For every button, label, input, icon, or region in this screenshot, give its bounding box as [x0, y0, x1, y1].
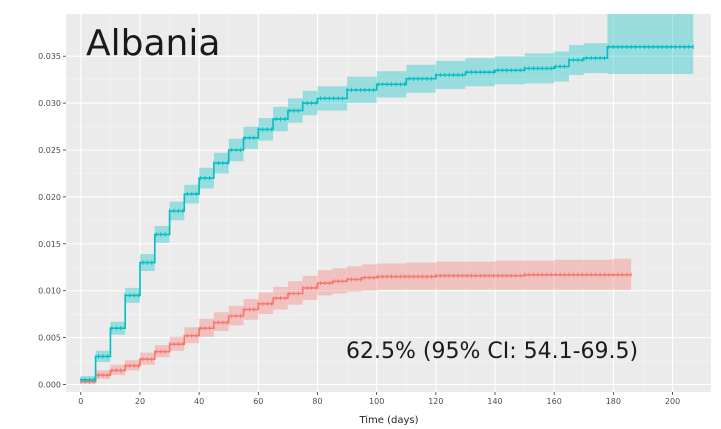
- axis-ticks: 0 20 40 60 80 100 120 140 160 180 200 0.000 0.005 0.0…: [38, 52, 680, 406]
- y-tick-label: 0.030: [38, 99, 61, 108]
- x-tick-label: 60: [253, 397, 263, 406]
- censor-marks: [80, 44, 694, 384]
- y-tick-label: 0.035: [38, 52, 61, 61]
- x-tick-label: 80: [312, 397, 322, 406]
- x-tick-label: 40: [194, 397, 204, 406]
- x-axis-title: Time (days): [358, 415, 418, 426]
- x-tick-label: 200: [665, 397, 680, 406]
- grid-lines: [66, 14, 711, 392]
- x-tick-label: 160: [547, 397, 562, 406]
- x-tick-label: 100: [369, 397, 384, 406]
- confidence-band-0: [80, 258, 632, 384]
- plot-panel-background: [66, 14, 711, 392]
- x-tick-label: 20: [135, 397, 145, 406]
- y-tick-label: 0.010: [38, 287, 61, 296]
- series-line-1: [80, 46, 694, 381]
- y-tick-label: 0.015: [38, 240, 61, 249]
- x-tick-label: 0: [78, 397, 83, 406]
- y-tick-label: 0.005: [38, 334, 61, 343]
- x-tick-label: 140: [487, 397, 502, 406]
- x-tick-label: 120: [428, 397, 443, 406]
- y-tick-label: 0.020: [38, 193, 61, 202]
- x-tick-label: 180: [606, 397, 621, 406]
- y-tick-label: 0.025: [38, 146, 61, 155]
- y-tick-label: 0.000: [38, 380, 61, 389]
- confidence-band-1: [80, 14, 694, 383]
- chart-title: Albania: [86, 23, 220, 64]
- confidence-bands: [80, 14, 694, 384]
- annotation-text: 62.5% (95% CI: 54.1-69.5): [346, 339, 638, 364]
